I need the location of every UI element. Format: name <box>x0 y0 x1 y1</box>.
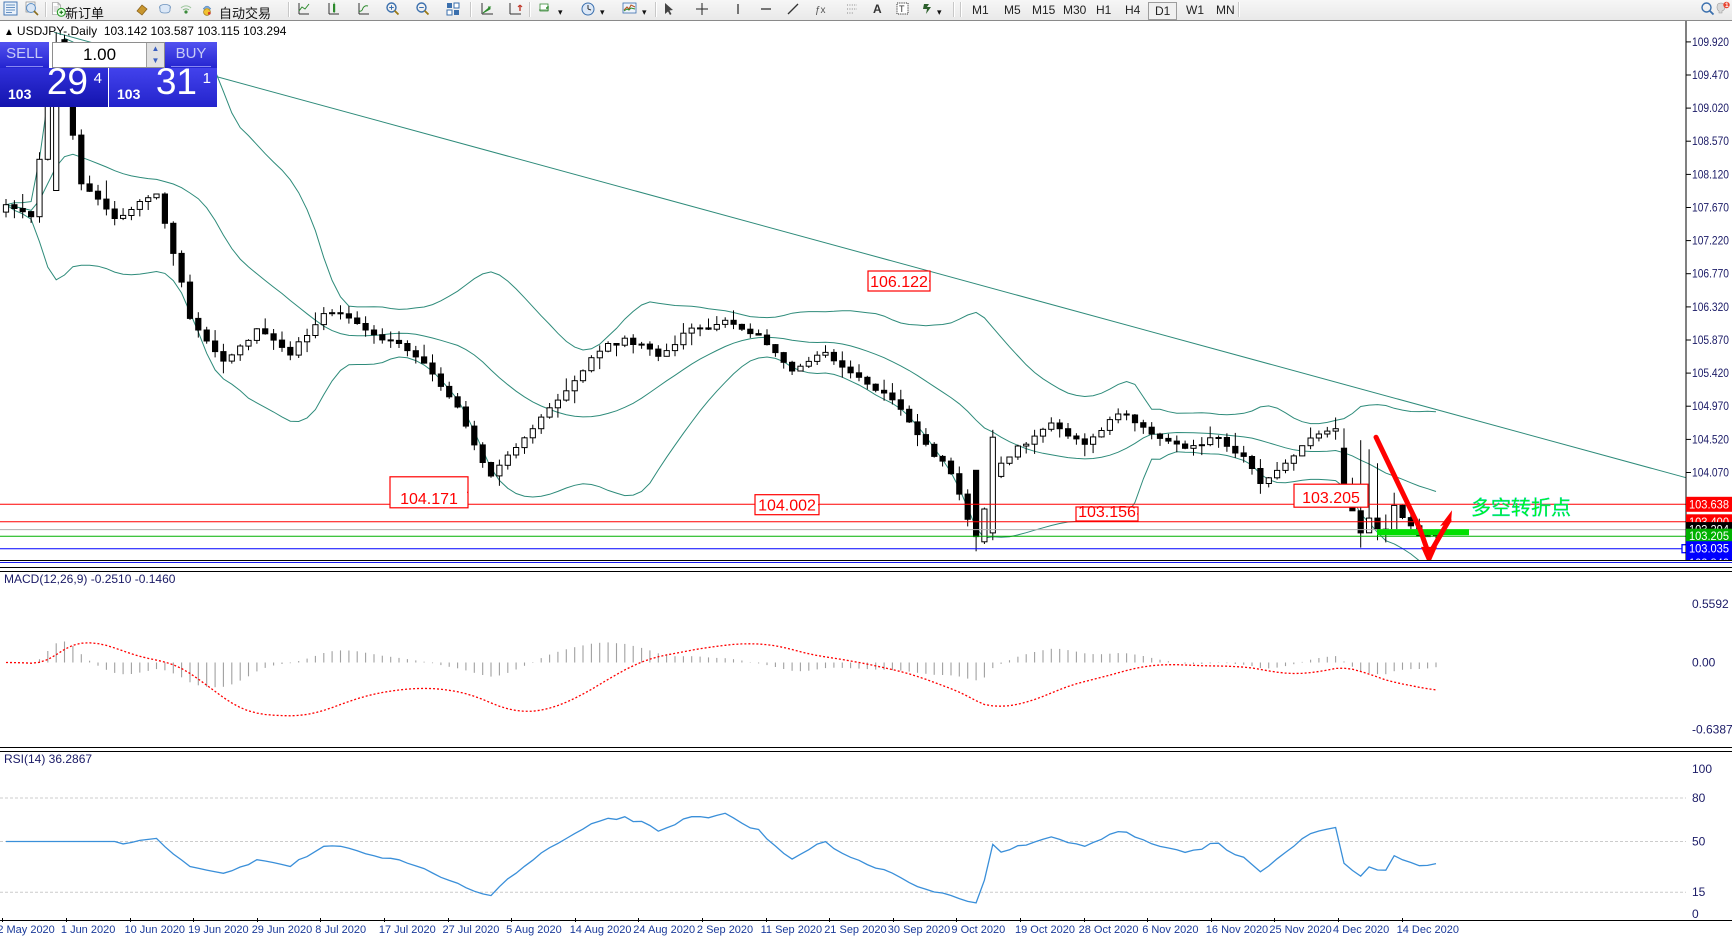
svg-text:104.070: 104.070 <box>1692 468 1729 480</box>
svg-text:0.5592: 0.5592 <box>1692 597 1729 611</box>
svg-text:109.020: 109.020 <box>1692 103 1729 115</box>
svg-text:106.770: 106.770 <box>1692 269 1729 281</box>
svg-text:50: 50 <box>1692 835 1706 849</box>
svg-text:多空转折点: 多空转折点 <box>1471 497 1571 520</box>
svg-text:107.670: 107.670 <box>1692 203 1729 215</box>
svg-text:103.035: 103.035 <box>1689 544 1729 556</box>
svg-text:0: 0 <box>1692 907 1699 920</box>
svg-text:108.570: 108.570 <box>1692 136 1729 148</box>
svg-text:104.002: 104.002 <box>758 498 816 515</box>
svg-text:102.840: 102.840 <box>1689 558 1729 560</box>
svg-text:80: 80 <box>1692 791 1706 805</box>
svg-text:104.171: 104.171 <box>400 491 458 508</box>
svg-text:104.520: 104.520 <box>1692 434 1729 446</box>
svg-text:104.970: 104.970 <box>1692 401 1729 413</box>
svg-text:106.320: 106.320 <box>1692 302 1729 314</box>
svg-text:15: 15 <box>1692 885 1706 899</box>
svg-text:0.00: 0.00 <box>1692 656 1716 670</box>
svg-text:106.122: 106.122 <box>870 274 928 291</box>
svg-text:100: 100 <box>1692 762 1712 776</box>
svg-text:105.420: 105.420 <box>1692 368 1729 380</box>
svg-text:T: T <box>899 4 905 14</box>
svg-text:107.220: 107.220 <box>1692 236 1729 248</box>
svg-text:-0.6387: -0.6387 <box>1692 722 1732 736</box>
svg-text:103.156: 103.156 <box>1078 504 1136 521</box>
svg-text:108.120: 108.120 <box>1692 169 1729 181</box>
svg-text:1: 1 <box>1725 2 1729 9</box>
svg-text:A: A <box>873 2 882 16</box>
svg-text:103.205: 103.205 <box>1302 490 1360 507</box>
svg-text:103.638: 103.638 <box>1689 499 1729 511</box>
svg-text:105.870: 105.870 <box>1692 335 1729 347</box>
svg-text:109.470: 109.470 <box>1692 70 1729 82</box>
svg-text:ƒx: ƒx <box>815 5 826 16</box>
svg-text:109.920: 109.920 <box>1692 37 1729 49</box>
